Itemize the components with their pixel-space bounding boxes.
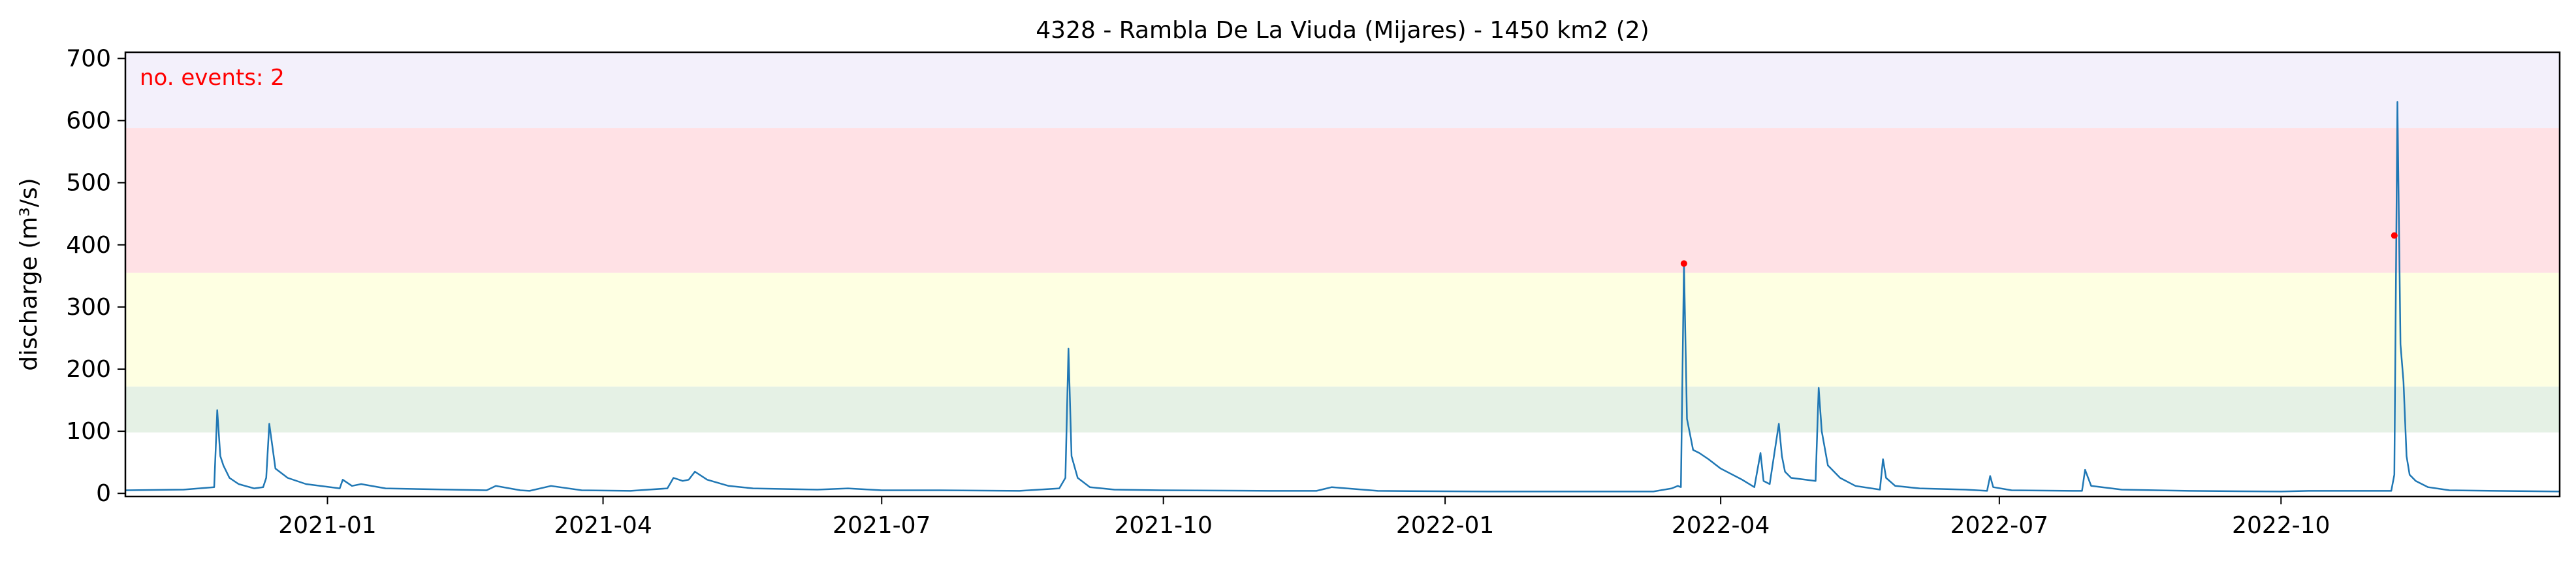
y-tick-label-3: 300: [66, 294, 111, 321]
x-tick-label-4: 2022-01: [1396, 512, 1494, 539]
x-tick-label-3: 2021-10: [1114, 512, 1212, 539]
x-tick-label-6: 2022-07: [1950, 512, 2048, 539]
plot-frame: [124, 51, 2561, 498]
x-axis: 2021-01 2021-04 2021-07 2021-10 2022-01 2022-…: [278, 496, 2330, 539]
event-marker-0: [1680, 260, 1687, 267]
x-tick-label-2: 2021-07: [833, 512, 930, 539]
x-tick-label-1: 2021-04: [554, 512, 652, 539]
event-marker-1: [2391, 232, 2398, 239]
threshold-band-1: [125, 272, 2560, 387]
x-tick-label-0: 2021-01: [278, 512, 376, 539]
y-tick-label-4: 400: [66, 232, 111, 259]
event-markers: [1680, 232, 2398, 267]
threshold-band-3: [125, 52, 2560, 129]
x-tick-label-5: 2022-04: [1672, 512, 1770, 539]
y-tick-label-0: 0: [96, 480, 111, 507]
series-layer: [125, 101, 2560, 493]
threshold-band-2: [125, 128, 2560, 273]
chart-title: 4328 - Rambla De La Viuda (Mijares) - 14…: [1036, 17, 1649, 44]
y-axis: 0 100 200 300 400 500 600 700: [66, 46, 125, 507]
y-tick-label-6: 600: [66, 108, 111, 135]
event-count-annotation: no. events: 2: [140, 65, 285, 91]
threshold-band-0: [125, 386, 2560, 433]
x-tick-label-7: 2022-10: [2232, 512, 2330, 539]
y-axis-label: discharge (m³/s): [16, 178, 42, 370]
y-tick-label-1: 100: [66, 418, 111, 445]
y-tick-label-7: 700: [66, 46, 111, 73]
y-tick-label-5: 500: [66, 170, 111, 197]
threshold-bands: [125, 52, 2560, 433]
y-tick-label-2: 200: [66, 356, 111, 383]
series-line-0: [125, 101, 2560, 493]
